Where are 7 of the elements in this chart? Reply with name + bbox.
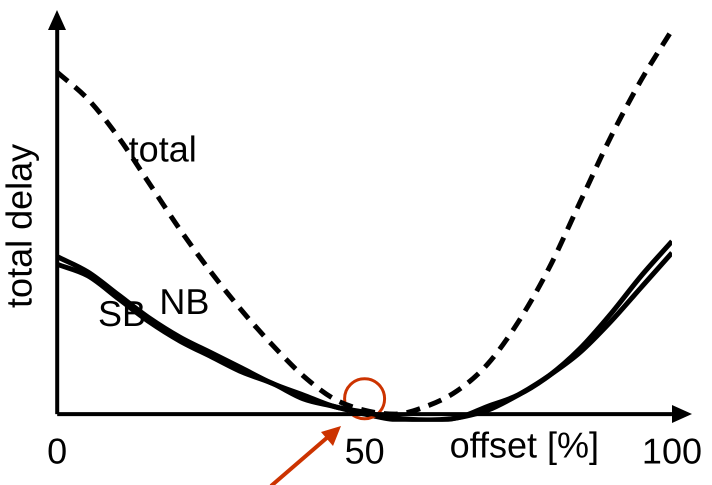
x-tick-label: 50 xyxy=(344,430,385,472)
series-label: total xyxy=(128,128,197,170)
x-tick-label: 100 xyxy=(642,430,702,472)
x-tick-label: 0 xyxy=(47,430,68,472)
x-axis-title: offset [%] xyxy=(450,424,599,466)
y-axis-title: total delay xyxy=(0,144,40,308)
series-label: NB xyxy=(159,281,210,322)
